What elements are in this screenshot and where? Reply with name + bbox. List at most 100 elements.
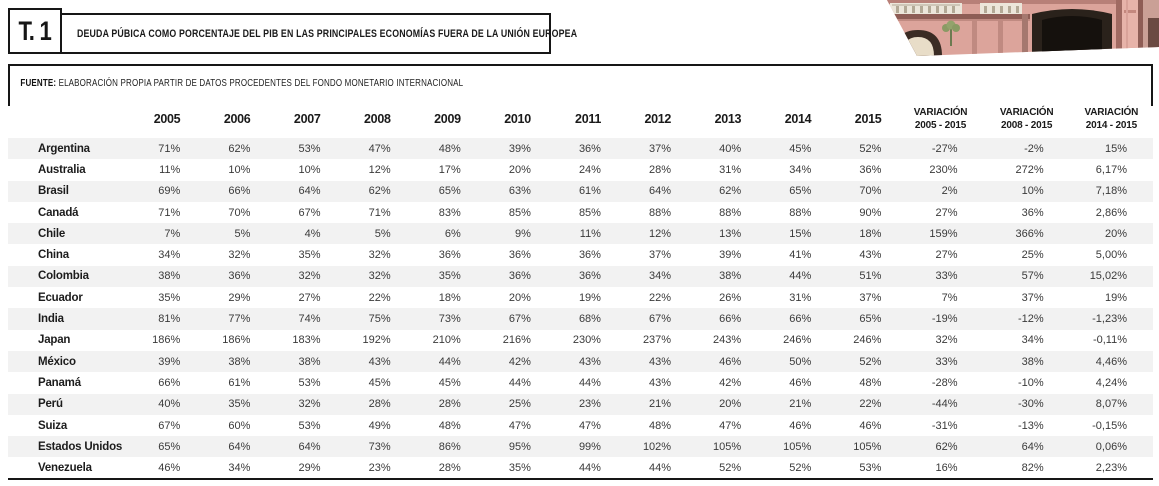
year-value-cell: 70% — [228, 206, 251, 219]
table-row: Japan 186% 186% 183% 192% 210% 216% 230% 237% 243… — [8, 330, 1153, 351]
variation-value-cell: 4,46% — [1095, 355, 1127, 368]
year-value-cell: 39% — [158, 355, 181, 368]
variation-value-cell: 37% — [1021, 291, 1044, 304]
year-value-cell: 61% — [228, 376, 251, 389]
year-value-cell: 52% — [859, 142, 882, 155]
table-row: Estados Unidos 65% 64% 64% 73% 86% 95% 99% 102% 1… — [8, 436, 1153, 458]
year-value-cell: 32% — [298, 398, 321, 411]
year-value-cell: 10% — [228, 163, 251, 176]
year-value-cell: 39% — [508, 142, 531, 155]
year-value-cell: 32% — [368, 270, 391, 283]
table-row: China 34% 32% 35% 32% 36% 36% 36% 37% 39% 41% 43% 27… — [8, 244, 1153, 265]
year-value-cell: 105% — [853, 440, 882, 453]
variation-value-cell: 0,06% — [1095, 440, 1127, 453]
year-value-cell: 183% — [292, 334, 321, 347]
variation-value-cell: -0,15% — [1092, 419, 1127, 432]
year-value-cell: 28% — [438, 398, 461, 411]
year-value-cell: 23% — [368, 461, 391, 474]
year-value-cell: 46% — [859, 419, 882, 432]
year-value-cell: 37% — [859, 291, 882, 304]
year-value-cell: 71% — [368, 206, 391, 219]
country-cell: China — [38, 249, 69, 262]
year-value-cell: 64% — [228, 440, 251, 453]
year-value-cell: 44% — [578, 461, 601, 474]
table-title: DEUDA PÚBICA COMO PORCENTAJE DEL PIB EN … — [77, 27, 578, 40]
variation-value-cell: 57% — [1021, 270, 1044, 283]
variation-value-cell: 64% — [1021, 440, 1044, 453]
year-value-cell: 11% — [579, 227, 601, 240]
year-value-cell: 52% — [789, 461, 812, 474]
variation-value-cell: 33% — [935, 355, 958, 368]
table-row: Argentina 71% 62% 53% 47% 48% 39% 36% 37% 40% 45% 5… — [8, 138, 1153, 160]
year-value-cell: 73% — [438, 313, 461, 326]
year-value-cell: 186% — [222, 334, 251, 347]
year-value-cell: 73% — [368, 440, 391, 453]
country-cell: India — [38, 313, 64, 326]
year-value-cell: 53% — [298, 142, 321, 155]
variation-value-cell: -0,11% — [1092, 334, 1127, 347]
year-value-cell: 32% — [228, 249, 251, 262]
year-value-cell: 48% — [649, 419, 672, 432]
year-value-cell: 44% — [578, 376, 601, 389]
year-value-cell: 246% — [853, 334, 882, 347]
year-value-cell: 85% — [578, 206, 601, 219]
year-value-cell: 66% — [228, 185, 251, 198]
year-value-cell: 66% — [158, 376, 181, 389]
year-value-cell: 4% — [304, 227, 321, 240]
year-value-cell: 38% — [298, 355, 321, 368]
year-value-cell: 210% — [432, 334, 461, 347]
country-column-header — [8, 100, 126, 138]
variation-header-line: 2008 - 2015 — [1001, 120, 1053, 131]
year-value-cell: 23% — [578, 398, 601, 411]
year-value-cell: 35% — [228, 398, 251, 411]
year-value-cell: 88% — [789, 206, 812, 219]
country-cell: Australia — [38, 163, 86, 176]
year-value-cell: 43% — [649, 376, 672, 389]
country-cell: Canadá — [38, 206, 79, 219]
source-line: FUENTE: ELABORACIÓN PROPIA PARTIR DE DAT… — [10, 66, 923, 89]
year-value-cell: 13% — [719, 227, 742, 240]
year-value-cell: 67% — [158, 419, 181, 432]
year-value-cell: 83% — [438, 206, 461, 219]
year-value-cell: 46% — [158, 461, 181, 474]
variation-value-cell: 272% — [1015, 163, 1044, 176]
year-value-cell: 27% — [298, 291, 321, 304]
variation-value-cell: 32% — [935, 334, 958, 347]
year-value-cell: 18% — [438, 291, 461, 304]
year-value-cell: 48% — [438, 419, 461, 432]
variation-value-cell: 6,17% — [1095, 163, 1127, 176]
year-value-cell: 34% — [649, 270, 672, 283]
year-value-cell: 60% — [228, 419, 251, 432]
variation-value-cell: 16% — [935, 461, 958, 474]
year-value-cell: 74% — [298, 313, 321, 326]
variation-value-cell: 2,86% — [1095, 206, 1127, 219]
table-row: Brasil 69% 66% 64% 62% 65% 63% 61% 64% 62% 65% 70% 2… — [8, 180, 1153, 202]
country-cell: México — [38, 355, 76, 368]
year-value-cell: 230% — [572, 334, 601, 347]
year-value-cell: 20% — [508, 163, 531, 176]
variation-header-line: VARIACIÓN — [999, 107, 1054, 118]
year-value-cell: 48% — [438, 142, 461, 155]
pink-palace-illustration — [887, 0, 1159, 56]
year-value-cell: 43% — [649, 355, 672, 368]
year-value-cell: 31% — [789, 291, 812, 304]
variation-value-cell: -28% — [931, 376, 958, 389]
year-value-cell: 62% — [228, 142, 251, 155]
year-value-cell: 31% — [719, 163, 742, 176]
year-value-cell: 38% — [158, 270, 181, 283]
year-column-header: 2008 — [364, 112, 391, 126]
year-value-cell: 65% — [438, 185, 461, 198]
country-cell: Estados Unidos — [38, 440, 123, 453]
year-value-cell: 26% — [719, 291, 742, 304]
variation-value-cell: -44% — [931, 398, 958, 411]
year-value-cell: 5% — [234, 227, 251, 240]
table-header-row: 2005 2006 2007 2008 2009 2010 2011 2012 2013 2014… — [8, 100, 1153, 138]
year-value-cell: 29% — [228, 291, 251, 304]
year-value-cell: 28% — [438, 461, 461, 474]
year-value-cell: 50% — [789, 355, 812, 368]
year-value-cell: 37% — [649, 142, 672, 155]
year-value-cell: 28% — [649, 163, 672, 176]
year-value-cell: 47% — [719, 419, 742, 432]
year-value-cell: 15% — [789, 227, 812, 240]
year-value-cell: 45% — [789, 142, 812, 155]
